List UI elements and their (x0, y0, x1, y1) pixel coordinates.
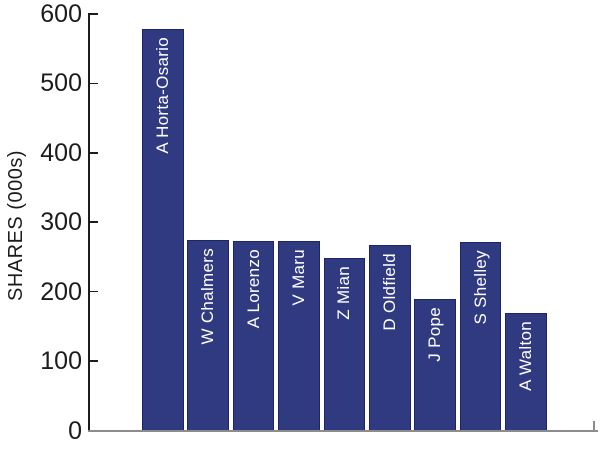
y-tick-mark (88, 221, 98, 224)
bar-j-pope: J Pope (414, 298, 456, 431)
plot-area: A Horta-Osario W Chalmers A Lorenzo V Maru Z… (88, 14, 595, 431)
y-tick-label: 0 (68, 416, 82, 445)
bar-label: D Oldfield (379, 253, 399, 331)
bar-label: J Pope (425, 306, 445, 362)
bar-s-shelley: S Shelley (459, 242, 502, 431)
y-tick-mark (88, 360, 98, 362)
y-tick-label: 100 (40, 347, 82, 376)
bar-a-horta-osario: A Horta-Osario (142, 29, 184, 431)
y-tick-label: 400 (40, 138, 82, 167)
y-tick-mark (88, 152, 98, 154)
bar-label: S Shelley (470, 250, 490, 325)
x-axis-end-tick (593, 421, 595, 431)
bar-a-lorenzo: A Lorenzo (232, 241, 275, 431)
y-tick-label: 600 (40, 0, 82, 28)
bar-d-oldfield: D Oldfield (369, 245, 411, 431)
bar-label: A Walton (515, 320, 535, 391)
y-tick-mark (88, 290, 98, 293)
x-axis-line (88, 429, 598, 432)
y-tick-label: 200 (40, 277, 82, 306)
bar-w-chalmers: W Chalmers (187, 239, 229, 431)
y-tick-mark (88, 13, 98, 15)
bar-z-mian: Z Mian (323, 258, 366, 431)
bar-label: V Maru (288, 249, 308, 306)
y-tick-label: 500 (40, 69, 82, 98)
bar-label: Z Mian (334, 266, 354, 321)
bar-v-maru: V Maru (278, 241, 320, 431)
y-tick-mark (88, 82, 98, 85)
y-axis-line (88, 14, 90, 431)
bar-label: W Chalmers (198, 247, 218, 345)
bar-label: A Horta-Osario (152, 37, 172, 154)
y-tick-label: 300 (40, 208, 82, 237)
bar-a-walton: A Walton (505, 312, 547, 431)
bar-label: A Lorenzo (243, 249, 263, 329)
